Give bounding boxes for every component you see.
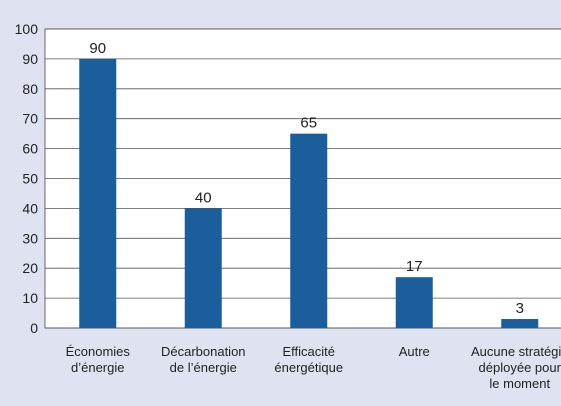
y-tick-label: 60 — [22, 141, 38, 157]
y-tick-label: 20 — [22, 260, 38, 276]
y-tick-label: 90 — [22, 51, 38, 67]
x-tick-label: Économies d’énergie — [66, 344, 131, 375]
bar — [395, 277, 433, 328]
value-label: 3 — [516, 300, 524, 317]
bar — [184, 208, 222, 328]
y-tick-label: 70 — [22, 111, 38, 127]
value-label: 40 — [195, 189, 212, 206]
y-tick-label: 10 — [22, 290, 38, 306]
value-label: 65 — [300, 115, 317, 132]
bar — [290, 133, 328, 328]
bar — [501, 319, 539, 328]
y-tick-label: 0 — [30, 320, 38, 336]
y-tick-label: 50 — [22, 171, 38, 187]
y-tick-label: 80 — [22, 81, 38, 97]
value-label: 90 — [89, 40, 106, 57]
y-tick-label: 100 — [15, 21, 39, 37]
y-tick-label: 30 — [22, 230, 38, 246]
x-tick-label: Décarbonation de l’énergie — [161, 344, 246, 375]
value-label: 17 — [406, 258, 423, 275]
x-tick-label: Autre — [399, 344, 430, 359]
x-tick-label: Aucune stratégie déployée pour le moment — [471, 344, 561, 391]
y-tick-label: 40 — [22, 200, 38, 216]
bar — [79, 58, 117, 329]
x-tick-label: Efficacité énergétique — [274, 344, 343, 375]
